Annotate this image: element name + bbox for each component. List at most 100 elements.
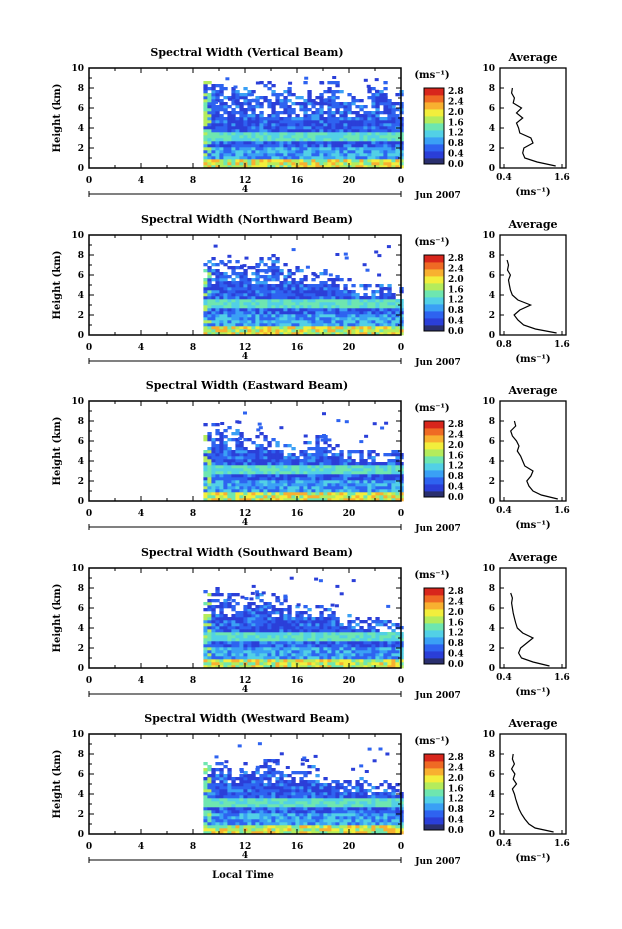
heatmap-cell [383, 108, 388, 112]
heatmap-cell [239, 108, 244, 112]
heatmap-cell [271, 290, 276, 294]
heatmap-cell [335, 296, 340, 300]
profile-title: Average [507, 51, 557, 64]
heatmap-cell [335, 620, 340, 624]
heatmap-cell [211, 471, 216, 475]
heatmap-cell [211, 819, 216, 823]
heatmap-cell [215, 135, 220, 139]
heatmap-cell [275, 444, 280, 448]
heatmap-cell [327, 132, 332, 136]
heatmap-cell [267, 780, 272, 784]
heatmap-cell [243, 771, 248, 775]
heatmap-cell [255, 144, 260, 148]
heatmap-cell [351, 102, 356, 106]
heatmap-cell [343, 632, 348, 636]
colorbar-swatch [424, 633, 444, 636]
heatmap-cell [303, 329, 308, 333]
heatmap-cell [231, 471, 236, 475]
heatmap-cell [347, 650, 352, 654]
heatmap-cell [307, 99, 312, 103]
heatmap-cell [343, 105, 348, 109]
heatmap-cell [235, 462, 240, 466]
heatmap-cell [239, 495, 244, 499]
heatmap-cell [319, 332, 324, 336]
heatmap-cell [255, 635, 260, 639]
heatmap-cell [335, 486, 340, 490]
heatmap-cell [343, 114, 348, 118]
heatmap-cell [319, 320, 324, 324]
heatmap-cell [387, 323, 392, 327]
heatmap-cell [239, 798, 244, 802]
heatmap-cell [215, 819, 220, 823]
heatmap-cell [267, 165, 272, 169]
heatmap-cell [295, 117, 300, 121]
heatmap-cell [347, 638, 352, 642]
heatmap-cell [319, 272, 324, 276]
heatmap-cell [211, 114, 216, 118]
heatmap-cell [315, 447, 320, 451]
heatmap-cell [231, 605, 236, 609]
heatmap-cell [255, 611, 260, 615]
heatmap-cell [375, 650, 380, 654]
heatmap-cell [339, 635, 344, 639]
heatmap-cell [211, 644, 216, 648]
heatmap-cell [319, 311, 324, 315]
heatmap-cell [267, 477, 272, 481]
heatmap-cell [223, 792, 228, 796]
heatmap-cell [327, 623, 332, 627]
heatmap-cell [383, 102, 388, 106]
heatmap-cell [323, 468, 328, 472]
heatmap-cell [263, 465, 268, 469]
heatmap-cell [295, 150, 300, 154]
heatmap-cell [351, 314, 356, 318]
colorbar-swatch [424, 288, 444, 291]
heatmap-cell [247, 153, 252, 157]
colorbar-swatch [424, 623, 444, 626]
heatmap-cell [283, 162, 288, 166]
heatmap-cell [351, 305, 356, 309]
heatmap-cell [303, 626, 308, 630]
heatmap-cell [383, 332, 388, 336]
heatmap-cell [271, 483, 276, 487]
heatmap-cell [383, 138, 388, 142]
heatmap-cell [267, 129, 272, 133]
heatmap-cell [203, 789, 208, 793]
heatmap-cell [359, 656, 364, 660]
heatmap-cell [235, 302, 240, 306]
heatmap-cell [247, 438, 252, 442]
heatmap-cell [220, 261, 225, 265]
heatmap-cell [371, 162, 376, 166]
heatmap-cell [319, 111, 324, 115]
heatmap-cell [211, 138, 216, 142]
heatmap-cell [211, 129, 216, 133]
heatmap-cell [351, 632, 356, 636]
heatmap-cell [215, 114, 220, 118]
heatmap-cell [359, 159, 364, 163]
heatmap-cell [343, 662, 348, 666]
heatmap-cell [203, 135, 208, 139]
heatmap-cell [359, 120, 364, 124]
heatmap-cell [279, 162, 284, 166]
heatmap-cell [299, 638, 304, 642]
heatmap-cell [259, 471, 264, 475]
heatmap-cell [339, 459, 344, 463]
heatmap-cell [355, 105, 360, 109]
heatmap-cell [283, 594, 288, 598]
heatmap-cell [319, 629, 324, 633]
heatmap-cell [255, 129, 260, 133]
heatmap-cell [239, 111, 244, 115]
heatmap-cell [235, 798, 240, 802]
heatmap-cell [359, 150, 364, 154]
heatmap-cell [323, 302, 328, 306]
heatmap-cell [323, 644, 328, 648]
heatmap-cell [375, 323, 380, 327]
heatmap-cell [227, 456, 232, 460]
heatmap-cell [363, 477, 368, 481]
heatmap-cell [295, 462, 300, 466]
heatmap-cell [331, 302, 336, 306]
heatmap-cell [239, 774, 244, 778]
heatmap-cell [291, 308, 296, 312]
heatmap-cell [379, 311, 384, 315]
heatmap-cell [267, 777, 272, 781]
heatmap-cell [295, 147, 300, 151]
